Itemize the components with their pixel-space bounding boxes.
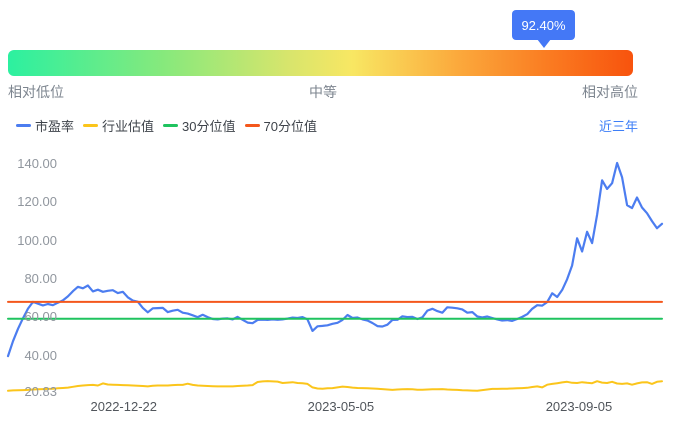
y-axis-label: 80.00 [24,270,57,286]
gauge-tooltip: 92.40% [512,10,575,48]
p30-line-swatch-icon [163,123,179,127]
p70-line-swatch-icon [244,123,260,127]
gauge-label-mid: 中等 [309,84,337,100]
legend-item-industry[interactable]: 行业估值 [83,116,154,135]
industry-line [7,380,663,392]
pe-line [6,161,664,358]
y-axis-label: 20.83 [24,384,57,400]
industry-line-swatch-icon [83,123,99,127]
gauge-tooltip-value: 92.40% [521,17,566,33]
x-axis-label: 2023-05-05 [307,399,375,414]
x-axis-label: 2022-12-22 [90,399,158,414]
gauge-labels: 相对低位 中等 相对高位 [8,82,638,100]
legend-item-p70[interactable]: 70分位值 [244,116,317,135]
y-axis-label: 100.00 [17,232,57,248]
legend-label: 行业估值 [102,118,155,134]
tooltip-arrow-icon [536,39,551,48]
chart-legend: 市盈率 行业估值 30分位值 70分位值 [16,116,317,134]
valuation-gauge-bar [8,50,633,76]
x-axis-label: 2023-09-05 [545,399,613,414]
legend-label: 30分位值 [182,118,236,134]
legend-item-p30[interactable]: 30分位值 [163,116,236,135]
y-axis-label: 140.00 [17,156,57,171]
y-axis-label: 120.00 [17,194,57,210]
pe-line-swatch-icon [16,123,31,127]
y-axis-label: 60.00 [24,309,57,325]
legend-item-pe[interactable]: 市盈率 [16,116,74,135]
gauge-label-low: 相对低位 [8,84,64,100]
time-range-selector[interactable]: 近三年 [598,119,638,134]
legend-label: 70分位值 [263,118,317,134]
gauge-label-high: 相对高位 [582,84,638,100]
legend-label: 市盈率 [35,118,75,134]
y-axis-label: 40.00 [24,347,57,363]
